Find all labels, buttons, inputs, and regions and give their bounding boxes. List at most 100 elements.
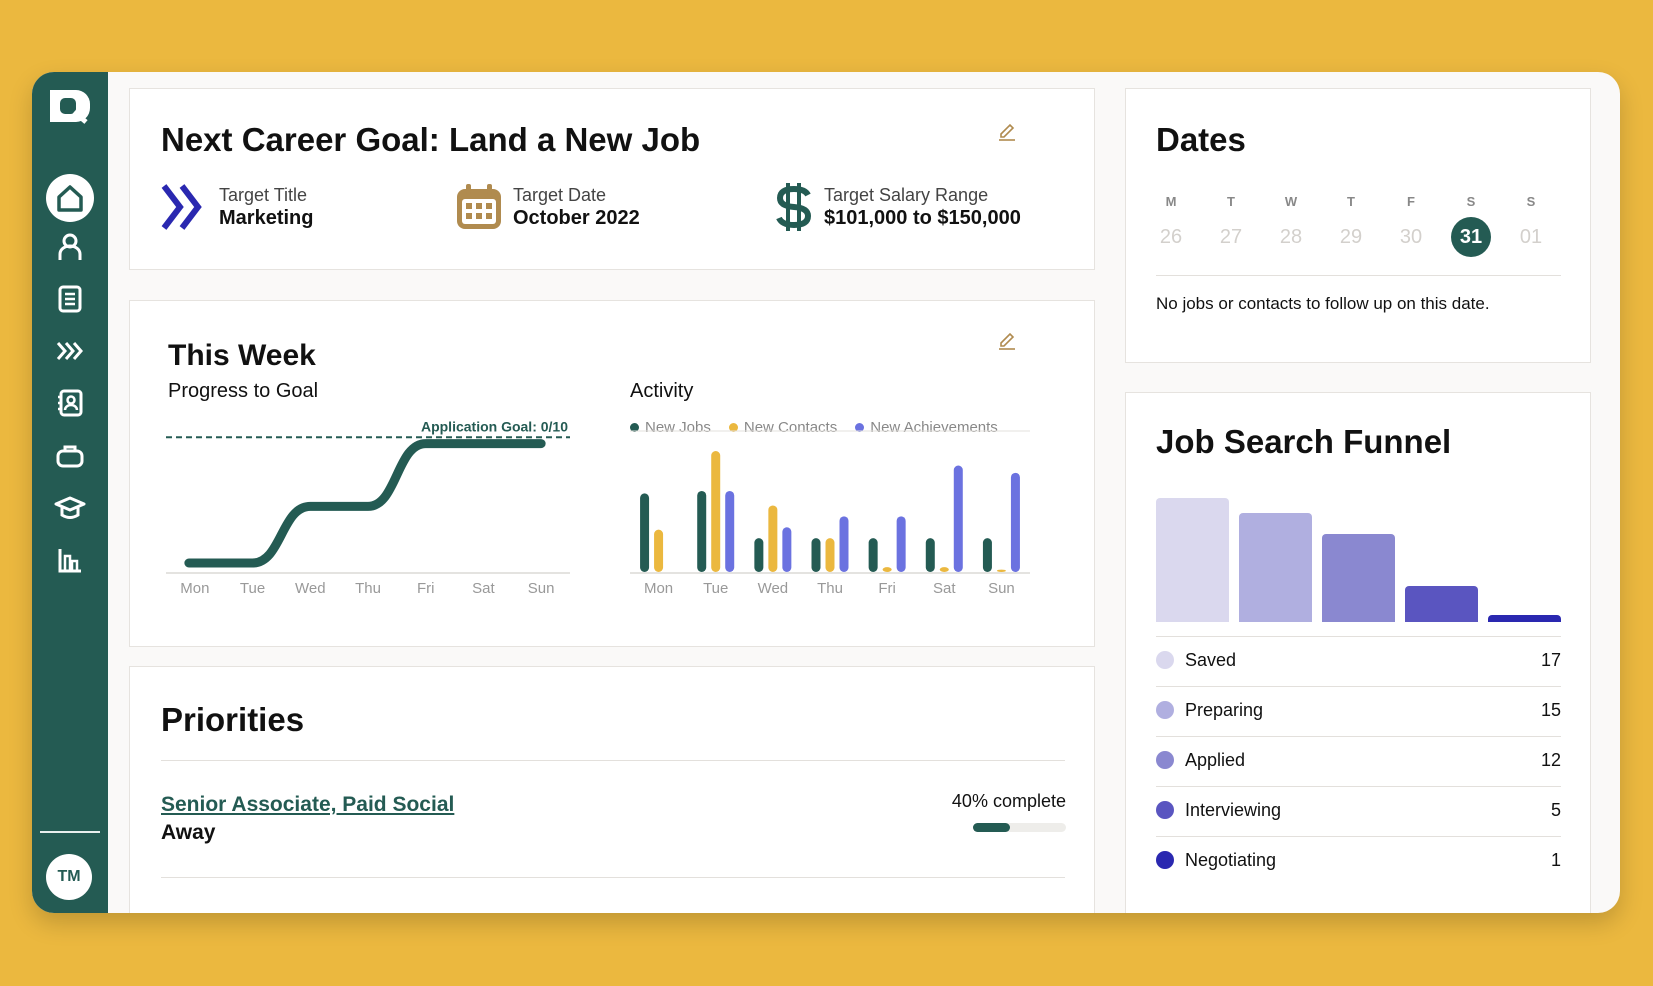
sidebar: TM [32, 72, 108, 913]
dollar-icon [772, 181, 816, 233]
career-goal-card: Next Career Goal: Land a New Job Target … [129, 88, 1095, 270]
bar-new-achievements [725, 490, 735, 572]
bar-new-jobs [925, 538, 935, 572]
nav-briefcase-icon[interactable] [52, 438, 88, 474]
nav-user-icon[interactable] [52, 229, 88, 265]
legend-new-achievements: New Achievements [855, 419, 998, 436]
this-week-title: This Week [168, 339, 316, 372]
bar-new-achievements [839, 516, 849, 572]
x-tick-label: Tue [240, 580, 265, 597]
priority-company: Away [161, 821, 216, 844]
stage-color-dot [1156, 751, 1174, 769]
funnel-stage-row[interactable]: Saved 17 [1156, 636, 1561, 683]
nav-chevrons-icon[interactable] [52, 333, 88, 369]
this-week-card: This Week Progress to Goal Activity New … [129, 300, 1095, 647]
date-cell[interactable]: 29 [1339, 226, 1363, 248]
bar-new-jobs [811, 538, 821, 572]
x-tick-label: Fri [417, 580, 435, 597]
progress-line-chart: Application Goal: 0/10 Mon Tue Wed Thu Fri Sat… [166, 418, 570, 597]
target-date-item: Target Date October 2022 [453, 181, 640, 233]
priority-job-link[interactable]: Senior Associate, Paid Social [161, 793, 455, 816]
activity-bar-chart: Mon Tue Wed Thu Fri Sat Sun [630, 430, 1030, 597]
funnel-stage-row[interactable]: Applied 12 [1156, 736, 1561, 783]
date-cell[interactable]: 27 [1219, 226, 1243, 248]
calendar-icon [453, 181, 505, 233]
funnel-stage-row[interactable]: Negotiating 1 [1156, 836, 1561, 883]
priority-progress-bar [973, 823, 1066, 832]
date-cell[interactable]: 30 [1399, 226, 1423, 248]
avatar[interactable]: TM [46, 854, 92, 900]
edit-goal-icon[interactable] [996, 119, 1018, 141]
x-tick-label: Wed [295, 580, 326, 597]
stage-name: Preparing [1185, 699, 1264, 720]
selected-date[interactable]: 31 [1451, 217, 1491, 257]
divider [161, 760, 1065, 761]
legend-dot [728, 422, 738, 432]
stage-color-dot [1156, 851, 1174, 869]
priority-progress-text: 40% complete [951, 791, 1066, 811]
bar-new-contacts [825, 538, 835, 572]
weekday-label: W [1284, 194, 1298, 209]
stage-count: 1 [1550, 849, 1561, 870]
nav-graduation-cap-icon[interactable] [52, 490, 88, 526]
stage-color-dot [1156, 651, 1174, 669]
progress-to-goal-label: Progress to Goal [168, 380, 319, 402]
bar-new-contacts [768, 505, 778, 572]
nav-home-icon[interactable] [46, 174, 94, 222]
funnel-bar-applied [1322, 534, 1395, 622]
date-cell[interactable]: 26 [1159, 226, 1183, 248]
target-date-label: Target Date [513, 185, 607, 205]
nav-bar-chart-icon[interactable] [52, 542, 88, 578]
legend-label: New Achievements [870, 419, 998, 436]
target-salary-item: Target Salary Range $101,000 to $150,000 [772, 181, 1021, 233]
x-tick-label: Sun [988, 580, 1015, 597]
logo-icon[interactable] [46, 86, 92, 126]
bar-new-jobs [697, 490, 707, 572]
x-tick-label: Wed [758, 580, 789, 597]
dates-title: Dates [1156, 121, 1246, 158]
target-date-value: October 2022 [513, 207, 640, 229]
bar-new-contacts [882, 567, 892, 572]
weekday-label: M [1165, 194, 1177, 209]
nav-document-icon[interactable] [52, 281, 88, 317]
stage-name: Interviewing [1185, 799, 1282, 820]
bar-new-contacts [654, 529, 664, 572]
stage-count: 15 [1540, 699, 1561, 720]
legend-label: New Jobs [645, 419, 711, 436]
weekday-label: S [1526, 194, 1536, 209]
bar-new-achievements [953, 465, 963, 572]
stage-name: Applied [1185, 749, 1246, 770]
dates-message: No jobs or contacts to follow up on this… [1156, 294, 1490, 313]
bar-new-jobs [868, 538, 878, 572]
target-salary-label: Target Salary Range [824, 185, 989, 205]
target-title-item: Target Title Marketing [159, 181, 313, 233]
bar-new-achievements [896, 516, 906, 572]
goal-line-label: Application Goal: 0/10 [421, 418, 568, 434]
legend-new-contacts: New Contacts [728, 419, 837, 436]
date-cell[interactable]: 01 [1519, 226, 1543, 248]
priorities-title: Priorities [161, 701, 305, 738]
x-tick-label: Fri [878, 580, 896, 597]
bar-new-jobs [982, 538, 992, 572]
nav-contact-book-icon[interactable] [52, 385, 88, 421]
activity-legend: New Jobs New Contacts New Achievements [630, 419, 998, 436]
bar-new-jobs [754, 538, 764, 572]
x-tick-label: Thu [817, 580, 843, 597]
x-tick-label: Mon [180, 580, 209, 597]
funnel-bar-preparing [1239, 512, 1312, 622]
bar-new-jobs [640, 493, 650, 572]
target-title-label: Target Title [219, 185, 308, 205]
career-goal-title: Next Career Goal: Land a New Job [161, 121, 701, 158]
double-chevron-icon [159, 181, 211, 233]
x-tick-label: Mon [644, 580, 673, 597]
stage-name: Saved [1185, 649, 1237, 670]
stage-count: 5 [1550, 799, 1561, 820]
legend-dot [855, 422, 865, 432]
date-cell[interactable]: 28 [1279, 226, 1303, 248]
edit-week-icon[interactable] [996, 328, 1018, 350]
funnel-stage-row[interactable]: Preparing 15 [1156, 686, 1561, 733]
stage-color-dot [1156, 701, 1174, 719]
funnel-stage-row[interactable]: Interviewing 5 [1156, 786, 1561, 833]
weekday-label: F [1407, 194, 1415, 209]
bar-new-achievements [782, 527, 792, 572]
